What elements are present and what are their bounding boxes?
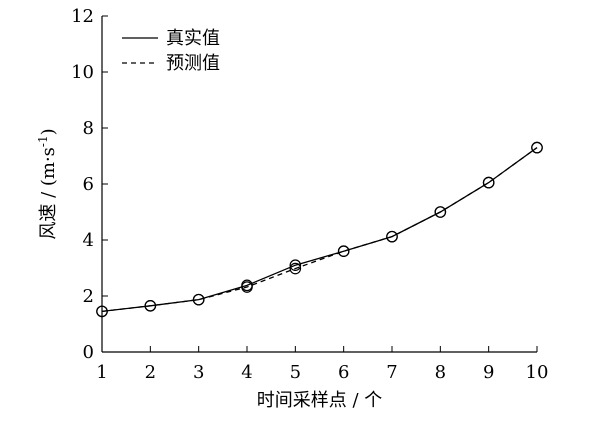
series-2-marker [434, 206, 447, 218]
x-tick-label: 6 [338, 362, 349, 383]
y-tick-label: 12 [71, 6, 94, 27]
y-tick-label: 4 [83, 230, 94, 251]
x-tick-label: 3 [193, 362, 204, 383]
y-tick-label: 6 [83, 174, 94, 195]
series-2-marker [386, 230, 398, 243]
y-tick-label: 2 [83, 286, 94, 307]
series-1-marker [289, 259, 302, 271]
series-2-marker [337, 245, 350, 257]
x-tick-label: 1 [96, 362, 107, 383]
series-lines [101, 147, 538, 313]
y-axis-label: 风速 / (m·s-1) [36, 128, 59, 239]
y-axis-label-close: ) [38, 128, 59, 135]
series-2-marker [96, 305, 108, 318]
series-2-marker [144, 299, 157, 312]
x-tick-label: 4 [241, 362, 252, 383]
series-2-marker [531, 141, 543, 154]
data-markers [96, 141, 543, 318]
y-tick-label: 10 [71, 62, 94, 83]
y-tick-label: 8 [83, 118, 94, 139]
y-axis-label-main: 风速 / (m·s [38, 147, 59, 240]
series-2-marker [241, 281, 253, 293]
legend-label-2: 预测值 [166, 53, 220, 74]
y-tick-label: 0 [83, 342, 94, 363]
series-2-marker [482, 176, 495, 189]
x-tick-label: 9 [483, 362, 494, 383]
x-axis-label: 时间采样点 / 个 [257, 390, 383, 411]
legend-label-1: 真实值 [166, 28, 220, 49]
y-axis-label-superscript: -1 [36, 135, 50, 147]
x-tick-label: 10 [526, 362, 549, 383]
series-2-marker [192, 293, 205, 306]
x-tick-label: 5 [290, 362, 301, 383]
series-line-2 [101, 147, 538, 313]
x-tick-label: 8 [435, 362, 446, 383]
series-line-1 [101, 147, 538, 313]
x-tick-label: 2 [145, 362, 156, 383]
series-2-marker [289, 262, 302, 275]
x-tick-label: 7 [386, 362, 397, 383]
